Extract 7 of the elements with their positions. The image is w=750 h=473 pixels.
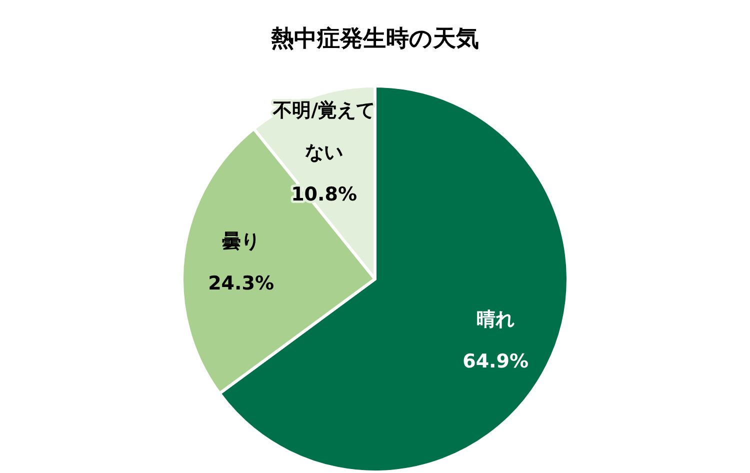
slice-label: 曇り (222, 230, 260, 252)
data-label: 24.3% (208, 272, 274, 294)
slice-label: 晴れ (476, 308, 515, 331)
data-label: 10.8% (291, 183, 357, 206)
data-label: 64.9% (462, 350, 529, 373)
slice-label: 不明/覚えてない (272, 99, 376, 164)
chart-title: 熱中症発生時の天気 (270, 26, 479, 52)
